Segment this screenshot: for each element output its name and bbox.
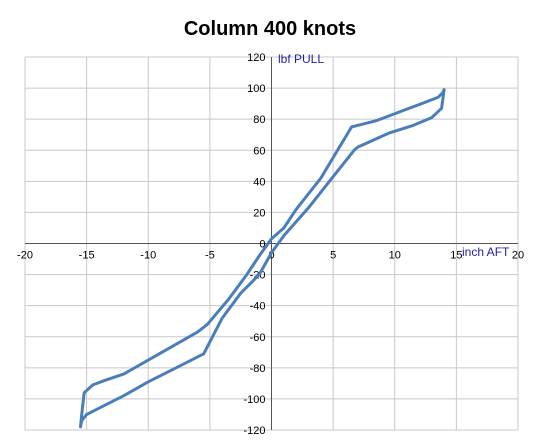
- x-tick-label-5: 5: [330, 250, 336, 262]
- tick-labels: -20 -15 -10 -5 0 5 10 15 20-120-100-80-60-40-200…: [17, 52, 524, 437]
- y-axis-label: lbf PULL: [278, 52, 324, 66]
- y-tick-label-12: 120: [247, 52, 265, 64]
- series-layer: [79, 88, 446, 429]
- x-tick-label-2: -10: [140, 250, 156, 262]
- chart-title: Column 400 knots: [184, 18, 356, 40]
- y-tick-label-3: -60: [250, 332, 266, 344]
- y-tick-label-11: 100: [247, 83, 265, 95]
- x-tick-label-7: 15: [450, 250, 462, 262]
- x-tick-label-1: -15: [79, 250, 95, 262]
- y-tick-label-10: 80: [253, 114, 265, 126]
- x-axis-label: inch AFT: [462, 245, 510, 259]
- y-tick-label-0: -120: [243, 425, 265, 437]
- x-tick-label-8: 20: [512, 250, 524, 262]
- y-tick-label-6: 0: [259, 239, 265, 251]
- y-tick-label-7: 20: [253, 207, 265, 219]
- y-tick-label-2: -80: [250, 363, 266, 375]
- x-tick-label-0: -20: [17, 250, 33, 262]
- y-tick-label-8: 40: [253, 176, 265, 188]
- y-tick-label-4: -40: [250, 301, 266, 313]
- axes: [25, 57, 518, 430]
- y-tick-label-9: 60: [253, 145, 265, 157]
- y-tick-label-1: -100: [243, 394, 265, 406]
- x-tick-label-6: 10: [389, 250, 401, 262]
- series-line-0: [79, 88, 446, 429]
- x-tick-label-3: -5: [205, 250, 215, 262]
